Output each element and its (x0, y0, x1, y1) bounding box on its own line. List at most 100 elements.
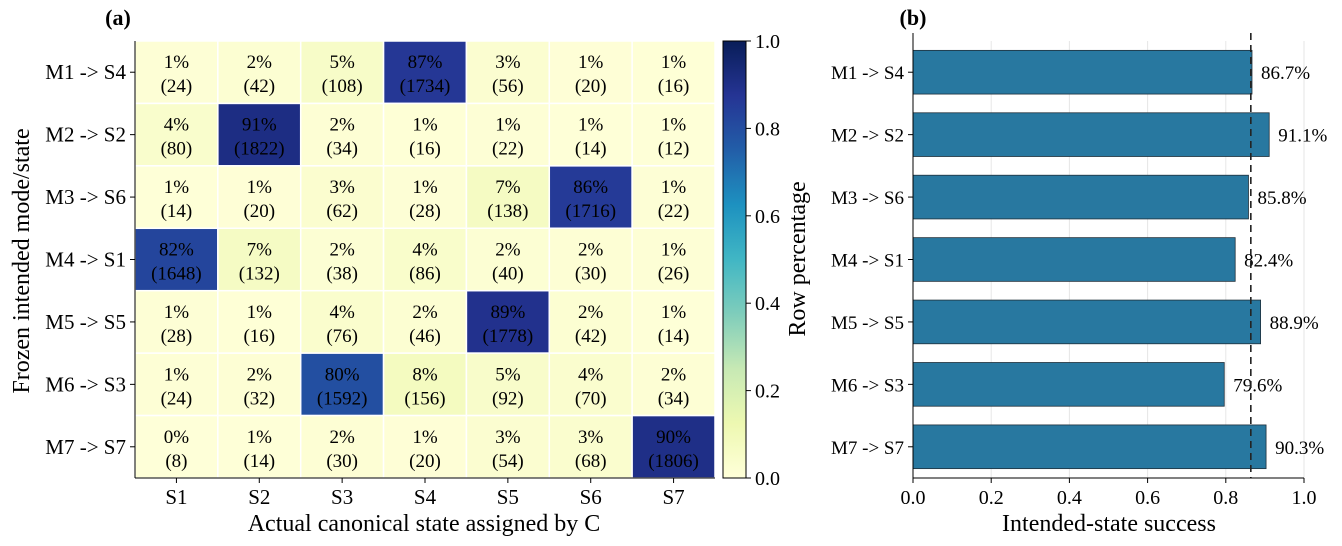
heatmap-column-label: S3 (331, 485, 353, 509)
heatmap-cell-count: (26) (658, 264, 690, 285)
colorbar-ticks: 0.0 0.2 0.4 0.6 0.8 1.0 (746, 31, 780, 490)
heatmap-cell (631, 227, 716, 292)
heatmap-cell-count: (14) (575, 139, 607, 160)
bar-panel-label: (b) (900, 5, 927, 30)
heatmap-cell-count: (1806) (648, 451, 699, 472)
heatmap-cell-count: (138) (487, 201, 528, 222)
heatmap-cell-count: (92) (492, 388, 524, 409)
bar (912, 237, 1236, 282)
heatmap-cell-count: (56) (492, 76, 524, 97)
heatmap-cell (548, 227, 633, 292)
heatmap-cell-percent: 3% (578, 427, 604, 448)
heatmap-cell (465, 165, 551, 230)
heatmap-cell-count: (42) (243, 76, 275, 97)
heatmap-cell-percent: 1% (661, 52, 687, 73)
heatmap-cell-count: (70) (575, 388, 607, 409)
heatmap-cell-percent: 1% (247, 427, 273, 448)
heatmap-cell-percent: 1% (578, 115, 604, 136)
heatmap-cell-percent: 2% (329, 115, 355, 136)
heatmap-column-labels: S1 S2 S3 S4 S5 S6 S7 (165, 478, 685, 509)
heatmap-cell-count: (32) (243, 388, 275, 409)
bar (912, 362, 1225, 407)
bar (912, 299, 1261, 345)
heatmap-panel: (a) 1%(24)2%(42)5%(108)87%(1734)3%(56)1%… (9, 5, 716, 537)
heatmap-cell-percent: 1% (412, 177, 438, 198)
heatmap-cell-percent: 1% (247, 302, 273, 323)
colorbar-tick-label: 1.0 (755, 31, 780, 53)
heatmap-panel-label: (a) (105, 5, 131, 30)
heatmap-cell (134, 40, 219, 105)
heatmap-cell-percent: 1% (661, 302, 687, 323)
heatmap-cell-percent: 2% (578, 302, 604, 323)
heatmap-cell-count: (20) (575, 76, 607, 97)
bar-panel: (b) 86.7%91.1%85.8%82.4%88.9%79.6%90.3% … (831, 5, 1327, 537)
heatmap-column-label: S2 (248, 485, 270, 509)
heatmap-cell (631, 165, 716, 230)
heatmap-cell-percent: 3% (329, 177, 355, 198)
heatmap-cell-count: (12) (658, 139, 690, 160)
heatmap-x-axis-label: Actual canonical state assigned by C (248, 511, 601, 537)
colorbar-gradient (722, 40, 747, 479)
heatmap-cell (631, 102, 716, 167)
heatmap-cell (465, 414, 551, 479)
bar-category-label: M1 -> S4 (831, 63, 905, 84)
bar-value-label: 82.4% (1244, 251, 1293, 272)
heatmap-cell-percent: 1% (412, 115, 438, 136)
heatmap-cell (548, 40, 633, 105)
heatmap-cell-count: (22) (492, 139, 524, 160)
colorbar-label: Row percentage (785, 181, 811, 336)
heatmap-column-label: S7 (662, 485, 684, 509)
bar-series (912, 49, 1270, 470)
heatmap-cell-count: (132) (239, 264, 280, 285)
heatmap-cell-count: (16) (243, 326, 275, 347)
heatmap-cell-percent: 2% (247, 364, 273, 385)
heatmap-row-label: M2 -> S2 (45, 123, 126, 147)
heatmap-cell-percent: 1% (164, 177, 190, 198)
heatmap-row-label: M3 -> S6 (45, 185, 126, 209)
bar-x-tick-label: 0.4 (1057, 487, 1082, 509)
heatmap-cell-percent: 1% (164, 52, 190, 73)
heatmap-cell-count: (22) (658, 201, 690, 222)
bar-x-tick-label: 0.6 (1135, 487, 1160, 509)
heatmap-cell-percent: 0% (164, 427, 190, 448)
heatmap-cell-count: (16) (658, 76, 690, 97)
heatmap-cell-count: (156) (404, 388, 445, 409)
heatmap-cell-count: (1778) (483, 326, 534, 347)
heatmap-cell-percent: 7% (495, 177, 521, 198)
heatmap-cell-percent: 8% (412, 364, 438, 385)
heatmap-cell-percent: 1% (164, 302, 190, 323)
bar-value-label: 86.7% (1261, 63, 1310, 84)
heatmap-cell-percent: 87% (408, 52, 443, 73)
heatmap-cell (382, 165, 468, 230)
heatmap-cell-percent: 91% (242, 115, 277, 136)
heatmap-cell-count: (14) (658, 326, 690, 347)
heatmap-cell (217, 352, 302, 417)
heatmap-cell-percent: 2% (578, 240, 604, 261)
bar-value-label: 88.9% (1270, 313, 1319, 334)
heatmap-row-label: M7 -> S7 (45, 435, 126, 459)
heatmap-cell-count: (1592) (317, 388, 368, 409)
heatmap-cell-count: (28) (409, 201, 441, 222)
heatmap-cell-percent: 89% (490, 302, 525, 323)
heatmap-cell-count: (1734) (400, 76, 451, 97)
bar-x-axis-label: Intended-state success (1002, 511, 1216, 537)
heatmap-cell-count: (1716) (565, 201, 616, 222)
heatmap-cell (299, 289, 385, 354)
heatmap-cell-count: (30) (575, 264, 607, 285)
heatmap-cell-count: (34) (326, 139, 358, 160)
colorbar: 0.0 0.2 0.4 0.6 0.8 1.0 Row percentage (722, 31, 811, 490)
bar-x-tick-label: 1.0 (1292, 487, 1317, 509)
heatmap-cell (631, 414, 716, 479)
heatmap-cell (217, 227, 302, 292)
bar-x-tick-labels: 0.0 0.2 0.4 0.6 0.8 1.0 (901, 478, 1317, 509)
bar (912, 49, 1253, 95)
colorbar-tick-label: 0.2 (755, 381, 780, 403)
heatmap-cell (134, 414, 219, 479)
heatmap-cell-percent: 2% (661, 364, 687, 385)
heatmap-cell-percent: 7% (247, 240, 273, 261)
heatmap-cell-percent: 1% (412, 427, 438, 448)
heatmap-cell-percent: 4% (578, 364, 604, 385)
heatmap-cell-count: (24) (161, 388, 193, 409)
heatmap-cell-percent: 1% (661, 240, 687, 261)
heatmap-cell (299, 40, 385, 105)
